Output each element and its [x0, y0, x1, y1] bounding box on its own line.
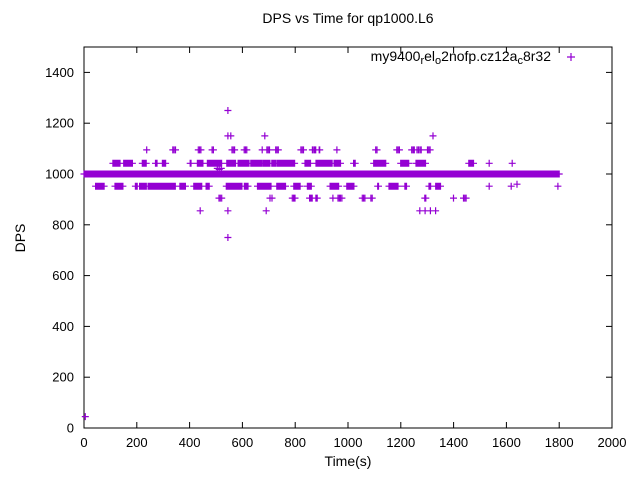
- legend: my9400relo2nofp.cz12ac8r32: [371, 48, 575, 67]
- data-points: [80, 107, 563, 421]
- x-tick-label: 1800: [545, 435, 574, 450]
- y-tick-label: 0: [67, 421, 74, 436]
- plot-area: 0 200 400 600 800 1000 1200 1400 1600 1800 2000 0 2…: [45, 46, 626, 450]
- x-tick-label: 800: [284, 435, 306, 450]
- y-tick-label: 800: [52, 217, 74, 232]
- y-tick-label: 1000: [45, 167, 74, 182]
- x-tick-label: 0: [80, 435, 87, 450]
- x-tick-label: 600: [232, 435, 254, 450]
- x-tick-label: 1600: [492, 435, 521, 450]
- x-tick-label: 400: [179, 435, 201, 450]
- y-axis-ticks: 0 200 400 600 800 1000 1200 1400: [45, 65, 612, 436]
- y-tick-label: 1200: [45, 116, 74, 131]
- y-tick-label: 600: [52, 268, 74, 283]
- x-tick-label: 200: [126, 435, 148, 450]
- y-tick-label: 400: [52, 319, 74, 334]
- y-tick-label: 200: [52, 370, 74, 385]
- x-axis-ticks: 0 200 400 600 800 1000 1200 1400 1600 1800 2000: [80, 47, 626, 450]
- legend-marker-plus-icon: [567, 53, 575, 61]
- y-tick-label: 1400: [45, 65, 74, 80]
- x-tick-label: 1000: [334, 435, 363, 450]
- plot-border: [83, 46, 613, 429]
- x-tick-label: 1400: [439, 435, 468, 450]
- y-axis-label: DPS: [12, 224, 28, 253]
- legend-label: my9400relo2nofp.cz12ac8r32: [371, 48, 552, 67]
- chart-title: DPS vs Time for qp1000.L6: [262, 10, 433, 26]
- scatter-plus-markers: [80, 107, 563, 421]
- x-tick-label: 2000: [598, 435, 627, 450]
- x-axis-label: Time(s): [325, 453, 372, 469]
- x-tick-label: 1200: [386, 435, 415, 450]
